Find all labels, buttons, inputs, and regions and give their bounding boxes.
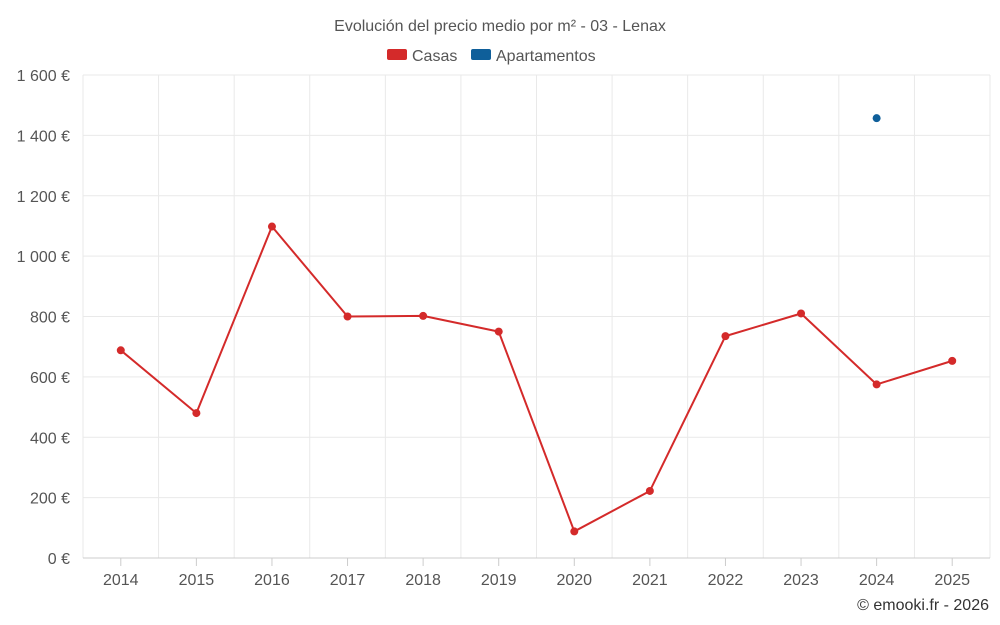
x-tick-label: 2018 [405,572,441,589]
legend-swatch-apartamentos [471,49,491,60]
legend-swatch-casas [387,49,407,60]
legend-item-apartamentos[interactable]: Apartamentos [471,48,596,65]
y-tick-label: 400 € [30,430,70,447]
y-tick-label: 800 € [30,310,70,327]
x-axis: 2014 2015 2016 2017 2018 2019 2020 2021 2022 2023… [83,557,990,589]
x-tick-label: 2017 [330,572,366,589]
x-tick-label: 2022 [708,572,744,589]
x-tick-label: 2020 [556,572,592,589]
data-point-casas[interactable] [797,309,806,318]
y-axis: 0 € 200 € 400 € 600 € 800 € 1 000 € 1 200 € 1 4… [17,68,70,568]
data-point-casas[interactable] [192,409,201,418]
data-point-casas[interactable] [645,486,654,495]
y-tick-label: 200 € [30,491,70,508]
y-tick-label: 0 € [48,551,70,568]
x-tick-label: 2025 [934,572,970,589]
x-tick-label: 2016 [254,572,290,589]
x-tick-label: 2015 [179,572,215,589]
x-tick-label: 2021 [632,572,668,589]
data-point-casas[interactable] [116,346,125,355]
data-point-casas[interactable] [721,332,730,341]
grid [82,74,991,558]
x-tick-label: 2024 [859,572,895,589]
x-tick-label: 2014 [103,572,139,589]
y-tick-label: 1 200 € [17,189,70,206]
data-point-casas[interactable] [267,222,276,231]
legend-label-apartamentos: Apartamentos [496,48,596,65]
data-point-casas[interactable] [419,311,428,320]
x-tick-label: 2023 [783,572,819,589]
y-tick-label: 1 600 € [17,68,70,85]
y-tick-label: 1 400 € [17,128,70,145]
chart-title: Evolución del precio medio por m² - 03 -… [334,18,666,35]
y-tick-label: 600 € [30,370,70,387]
data-point-casas[interactable] [343,312,352,321]
legend: Casas Apartamentos [387,48,596,65]
data-point-casas[interactable] [872,380,881,389]
y-tick-label: 1 000 € [17,249,70,266]
legend-item-casas[interactable]: Casas [387,48,457,65]
series [116,114,957,536]
data-point-casas[interactable] [948,356,957,365]
series-line-casas [120,225,953,533]
credit-text: © emooki.fr - 2026 [857,597,989,614]
x-tick-label: 2019 [481,572,517,589]
legend-label-casas: Casas [412,48,457,65]
data-point-apartamentos[interactable] [872,114,881,123]
data-point-casas[interactable] [570,527,579,536]
data-point-casas[interactable] [494,327,503,336]
